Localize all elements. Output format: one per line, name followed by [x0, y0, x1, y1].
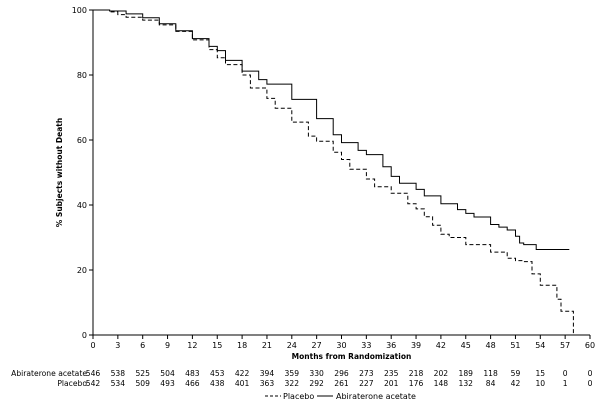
y-axis-ticks: 0 20 40 60 80 100 [72, 6, 93, 340]
risk-cell: 0 [563, 369, 568, 378]
risk-cell: 15 [535, 369, 545, 378]
risk-cell: 227 [359, 379, 374, 388]
legend: Placebo Abiraterone acetate [265, 392, 416, 401]
risk-cell: 42 [511, 379, 521, 388]
risk-cell: 132 [459, 379, 474, 388]
legend-abiraterone-label: Abiraterone acetate [336, 392, 416, 401]
risk-cell: 296 [334, 369, 349, 378]
risk-cell: 422 [235, 369, 250, 378]
x-tick-label: 21 [262, 341, 272, 350]
y-tick-label: 80 [77, 71, 87, 80]
x-tick-label: 45 [461, 341, 471, 350]
x-tick-label: 24 [287, 341, 297, 350]
risk-row-label: Abiraterone acetate [11, 369, 87, 378]
x-tick-label: 18 [237, 341, 247, 350]
risk-cell: 538 [111, 369, 126, 378]
x-tick-label: 54 [535, 341, 545, 350]
risk-cell: 394 [260, 369, 275, 378]
risk-cell: 322 [285, 379, 300, 388]
risk-cell: 546 [86, 369, 101, 378]
risk-cell: 438 [210, 379, 225, 388]
x-tick-label: 15 [212, 341, 222, 350]
risk-cell: 189 [459, 369, 474, 378]
x-tick-label: 12 [187, 341, 197, 350]
risk-cell: 0 [588, 369, 593, 378]
risk-cell: 218 [409, 369, 424, 378]
risk-cell: 401 [235, 379, 250, 388]
risk-cell: 202 [434, 369, 449, 378]
x-tick-label: 36 [386, 341, 396, 350]
y-axis-label: % Subjects without Death [55, 118, 64, 227]
risk-cell: 525 [135, 369, 150, 378]
x-tick-label: 3 [115, 341, 120, 350]
risk-cell: 201 [384, 379, 399, 388]
risk-cell: 483 [185, 369, 200, 378]
risk-cell: 292 [309, 379, 324, 388]
x-axis-ticks: 0 3 6 9 12 15 18 21 24 27 30 33 36 39 42 45 48 51 54 57 60 [90, 335, 595, 350]
y-tick-label: 40 [77, 201, 87, 210]
x-tick-label: 51 [510, 341, 520, 350]
risk-cell: 453 [210, 369, 225, 378]
x-tick-label: 60 [585, 341, 595, 350]
risk-cell: 1 [563, 379, 568, 388]
risk-cell: 504 [160, 369, 175, 378]
risk-cell: 10 [535, 379, 545, 388]
x-tick-label: 0 [90, 341, 95, 350]
risk-cell: 363 [260, 379, 275, 388]
risk-cell: 118 [483, 369, 498, 378]
legend-placebo-label: Placebo [283, 392, 314, 401]
risk-cell: 261 [334, 379, 349, 388]
x-tick-label: 42 [436, 341, 446, 350]
series-layer [93, 9, 574, 335]
series-line-placebo [93, 9, 574, 335]
risk-cell: 542 [86, 379, 101, 388]
risk-cell: 0 [588, 379, 593, 388]
x-tick-label: 57 [560, 341, 570, 350]
x-tick-label: 27 [312, 341, 322, 350]
x-tick-label: 6 [140, 341, 145, 350]
risk-cell: 148 [434, 379, 449, 388]
y-tick-label: 20 [77, 266, 87, 275]
x-tick-label: 33 [361, 341, 371, 350]
risk-cell: 84 [486, 379, 496, 388]
risk-cell: 534 [111, 379, 126, 388]
x-tick-label: 9 [165, 341, 170, 350]
risk-cell: 330 [309, 369, 324, 378]
risk-cell: 59 [511, 369, 521, 378]
risk-cell: 493 [160, 379, 175, 388]
risk-cell: 235 [384, 369, 399, 378]
risk-cell: 359 [285, 369, 300, 378]
risk-row-label: Placebo [57, 379, 87, 388]
y-tick-label: 100 [72, 6, 87, 15]
y-tick-label: 60 [77, 136, 87, 145]
x-axis-label: Months from Randomization [292, 352, 412, 361]
series-line-abiraterone-acetate [93, 9, 570, 250]
risk-cell: 176 [409, 379, 424, 388]
x-tick-label: 39 [411, 341, 421, 350]
x-tick-label: 30 [336, 341, 346, 350]
x-tick-label: 48 [486, 341, 496, 350]
risk-cell: 273 [359, 369, 374, 378]
risk-cell: 466 [185, 379, 200, 388]
risk-cell: 509 [135, 379, 150, 388]
y-tick-label: 0 [82, 331, 87, 340]
plot-frame [92, 10, 590, 336]
